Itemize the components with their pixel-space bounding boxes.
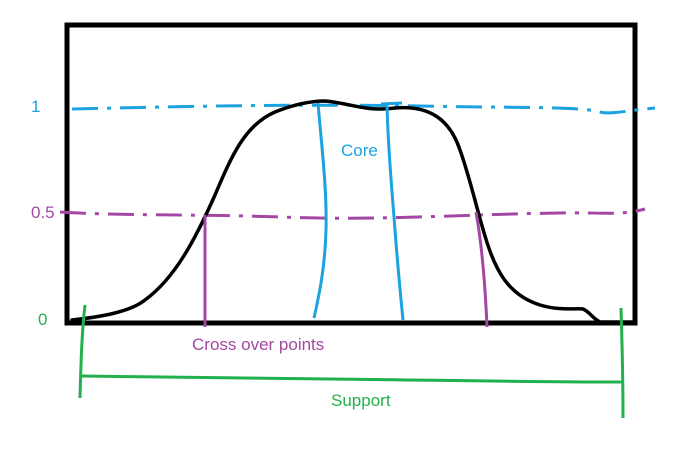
support-right-tick [619, 307, 625, 419]
y-label-zero: 0 [38, 310, 47, 329]
crossover-right-line [474, 211, 489, 328]
support-span-line [81, 374, 623, 384]
core-left-line [312, 102, 328, 319]
y-label-one: 1 [31, 97, 40, 116]
support-left-tick [78, 304, 87, 399]
level-half-dashdot-line [59, 207, 646, 220]
core-right-line [385, 103, 405, 321]
level-one-dashdot-line [71, 103, 656, 115]
core-label: Core [341, 141, 378, 160]
y-label-half: 0.5 [31, 203, 55, 222]
crossover-label: Cross over points [192, 335, 324, 354]
membership-frame [64, 22, 638, 326]
membership-curve [70, 99, 634, 324]
support-label: Support [331, 391, 391, 410]
core-top-tick [380, 101, 403, 106]
